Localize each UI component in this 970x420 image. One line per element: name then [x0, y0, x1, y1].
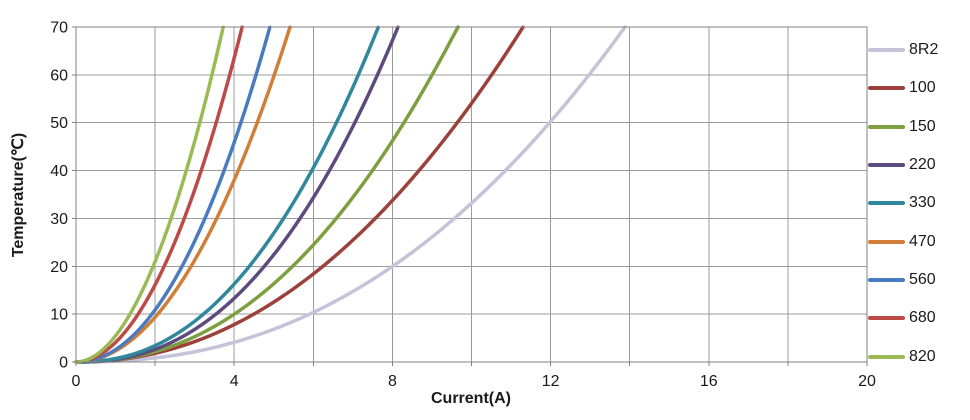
legend-swatch [868, 201, 905, 206]
legend-label: 560 [909, 271, 936, 289]
legend-swatch [868, 316, 905, 321]
series-curve-330 [74, 25, 380, 364]
x-tick-label: 0 [72, 373, 81, 390]
series-curve-560 [74, 25, 272, 364]
legend-item: 220 [868, 156, 936, 174]
legend-label: 820 [909, 347, 936, 365]
legend-swatch [868, 354, 905, 359]
x-tick-label: 12 [542, 373, 560, 390]
legend-item: 820 [868, 348, 936, 366]
legend-item: 470 [868, 233, 936, 251]
x-tick-label: 4 [230, 373, 239, 390]
legend-label: 8R2 [909, 41, 939, 58]
x-axis-title: Current(A) [431, 390, 511, 407]
legend-swatch [868, 278, 905, 283]
y-tick-label: 10 [50, 307, 68, 324]
legend-item: 150 [868, 118, 936, 136]
legend-label: 220 [909, 156, 936, 174]
legend-item: 680 [868, 309, 936, 327]
legend: 8R2 100 150 220 330 470 560 680 820 [868, 0, 970, 420]
series-curve-680 [74, 25, 244, 364]
legend-item: 330 [868, 194, 936, 212]
legend-item: 100 [868, 79, 936, 97]
legend-swatch [868, 163, 905, 168]
legend-item: 560 [868, 271, 936, 289]
plot-border [75, 26, 868, 363]
x-tick-label: 16 [700, 373, 718, 390]
legend-swatch [868, 86, 905, 91]
series-curve-8R2 [74, 25, 627, 364]
y-tick-label: 50 [50, 115, 68, 132]
legend-swatch [868, 48, 905, 52]
legend-label: 470 [909, 232, 936, 250]
x-tick-label: 20 [858, 373, 876, 390]
legend-label: 100 [909, 79, 936, 97]
y-tick-label: 70 [50, 20, 68, 37]
y-tick-label: 60 [50, 67, 68, 84]
x-tick-label: 8 [388, 373, 397, 390]
legend-label: 150 [909, 117, 936, 135]
legend-swatch [868, 124, 905, 129]
y-tick-label: 0 [59, 355, 68, 372]
legend-swatch [868, 239, 905, 244]
y-tick-label: 30 [50, 211, 68, 228]
y-axis-title: Temperature(℃) [10, 132, 27, 258]
y-tick-label: 20 [50, 259, 68, 276]
legend-label: 680 [909, 309, 936, 327]
legend-label: 330 [909, 194, 936, 212]
y-tick-label: 40 [50, 163, 68, 180]
series-curve-820 [74, 25, 225, 364]
legend-item: 8R2 [868, 41, 938, 59]
